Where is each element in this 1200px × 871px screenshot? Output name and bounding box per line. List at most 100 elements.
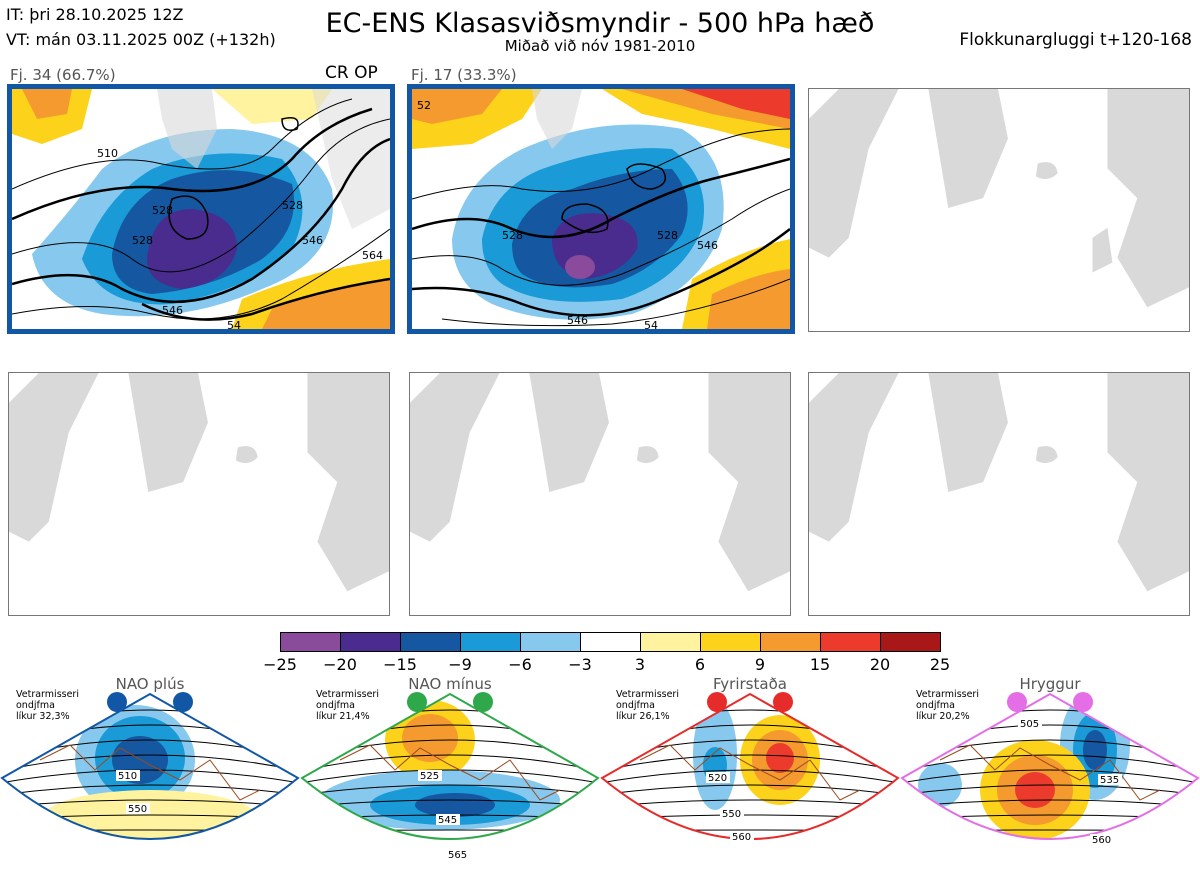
colorbar-swatch [640, 632, 701, 652]
contour-label: 550 [128, 804, 147, 815]
contour-label-bg [1090, 834, 1114, 845]
coastline [39, 744, 261, 801]
regime-marker [773, 692, 793, 712]
contour-label: 546 [567, 314, 588, 327]
contour-label-bg [436, 814, 460, 825]
contour-label: 510 [118, 771, 137, 782]
contour-label: 528 [152, 204, 173, 217]
empty-map-5 [409, 372, 791, 616]
height-contour [300, 843, 600, 845]
regime-note: líkur 32,3% [16, 711, 70, 722]
contour-label-bg [116, 770, 140, 781]
cluster-1-map[interactable]: 510 528 546 564 528 528 546 54 [7, 84, 395, 334]
height-contour [900, 855, 1200, 860]
cluster-1-label: Fj. 34 (66.7%) [10, 66, 116, 84]
height-contour [602, 829, 898, 832]
height-contour [2, 784, 298, 796]
colorbar-swatch [460, 632, 521, 652]
colorbar-tick: 25 [929, 655, 951, 674]
height-contour [302, 784, 598, 796]
colorbar-tick: 15 [809, 655, 831, 674]
regime-note: Vetrarmisseri [16, 689, 79, 700]
contour-label: 546 [302, 234, 323, 247]
regime-marker [407, 692, 427, 712]
contour-label: 546 [697, 239, 718, 252]
regime-note: líkur 20,2% [916, 711, 970, 722]
anomaly-blob [1083, 730, 1107, 770]
height-contour [302, 829, 598, 832]
height-contour [600, 843, 900, 845]
height-contour [602, 799, 898, 808]
contour-label-bg [1098, 774, 1122, 785]
colorbar-swatch [400, 632, 461, 652]
colorbar-swatch [580, 632, 641, 652]
regime-marker [707, 692, 727, 712]
colorbar-swatch [880, 632, 941, 652]
colorbar-tick: 9 [754, 655, 766, 674]
colorbar-tick: −3 [568, 655, 592, 674]
regime-note: Vetrarmisseri [616, 689, 679, 700]
colorbar-swatch [280, 632, 341, 652]
height-contour [0, 843, 300, 845]
page-subtitle: Miðað við nóv 1981-2010 [504, 37, 696, 55]
height-contour [0, 855, 300, 860]
regime-panel: 520 550 560 Fyrirstaða Vetrarmisseriondjfmal… [600, 675, 900, 845]
height-contour [602, 769, 898, 784]
coastline [339, 744, 561, 801]
contour-label: 560 [1092, 835, 1111, 846]
valid-time: VT: mán 03.11.2025 00Z (+132h) [6, 30, 276, 49]
contour-label-bg [720, 808, 744, 819]
colorbar-tick: 6 [694, 655, 706, 674]
regime-note: líkur 21,4% [316, 711, 370, 722]
anomaly-blob [1012, 849, 1048, 861]
regime-note: ondjfma [316, 700, 355, 711]
height-contour [602, 784, 898, 796]
colorbar-tick: −15 [383, 655, 417, 674]
contour-label: 520 [708, 773, 727, 784]
anomaly-blob [1015, 772, 1055, 808]
colorbar-tick: −6 [508, 655, 532, 674]
height-contour [902, 784, 1198, 796]
regime-title: NAO mínus [408, 675, 492, 693]
empty-map-6 [808, 372, 1190, 616]
contour-label: 528 [282, 199, 303, 212]
colorbar-swatch [520, 632, 581, 652]
regime-outline [600, 692, 900, 840]
contour-label: 52 [417, 99, 431, 112]
contour-label: 550 [722, 809, 741, 820]
contour-label-bg [418, 770, 442, 781]
contour-label: 528 [132, 234, 153, 247]
height-contour [902, 754, 1198, 772]
height-contour [302, 769, 598, 784]
contour-label-bg [126, 803, 150, 814]
colorbar-swatch [340, 632, 401, 652]
regime-marker [1073, 692, 1093, 712]
height-contour [900, 843, 1200, 845]
colorbar-tick: −25 [263, 655, 297, 674]
contour-label-bg [1018, 718, 1042, 729]
contour-label: 54 [644, 319, 658, 329]
regime-outline [0, 692, 300, 840]
empty-map-4 [8, 372, 390, 616]
contour-label: 528 [502, 229, 523, 242]
empty-map-3 [808, 88, 1190, 332]
contour-label: 560 [732, 832, 751, 843]
regime-note: ondjfma [616, 700, 655, 711]
regime-panel: 525 545 565 NAO mínus Vetrarmisseriondjfmalí… [300, 675, 600, 861]
contour-label: 565 [448, 850, 467, 861]
contour-label: 510 [97, 147, 118, 160]
cluster-2-map[interactable]: 528 528 546 546 54 52 [407, 84, 795, 334]
classification-window: Flokkunargluggi t+120-168 [959, 30, 1192, 50]
regime-marker [473, 692, 493, 712]
height-contour [602, 754, 898, 772]
colorbar-swatch [760, 632, 821, 652]
contour-label: 545 [438, 815, 457, 826]
contour-label-bg [706, 772, 730, 783]
regime-note: Vetrarmisseri [916, 689, 979, 700]
colorbar-swatch [820, 632, 881, 652]
regime-outline [900, 692, 1200, 840]
contour-label-bg [446, 849, 470, 860]
height-contour [2, 754, 298, 772]
colorbar-tick: −9 [448, 655, 472, 674]
